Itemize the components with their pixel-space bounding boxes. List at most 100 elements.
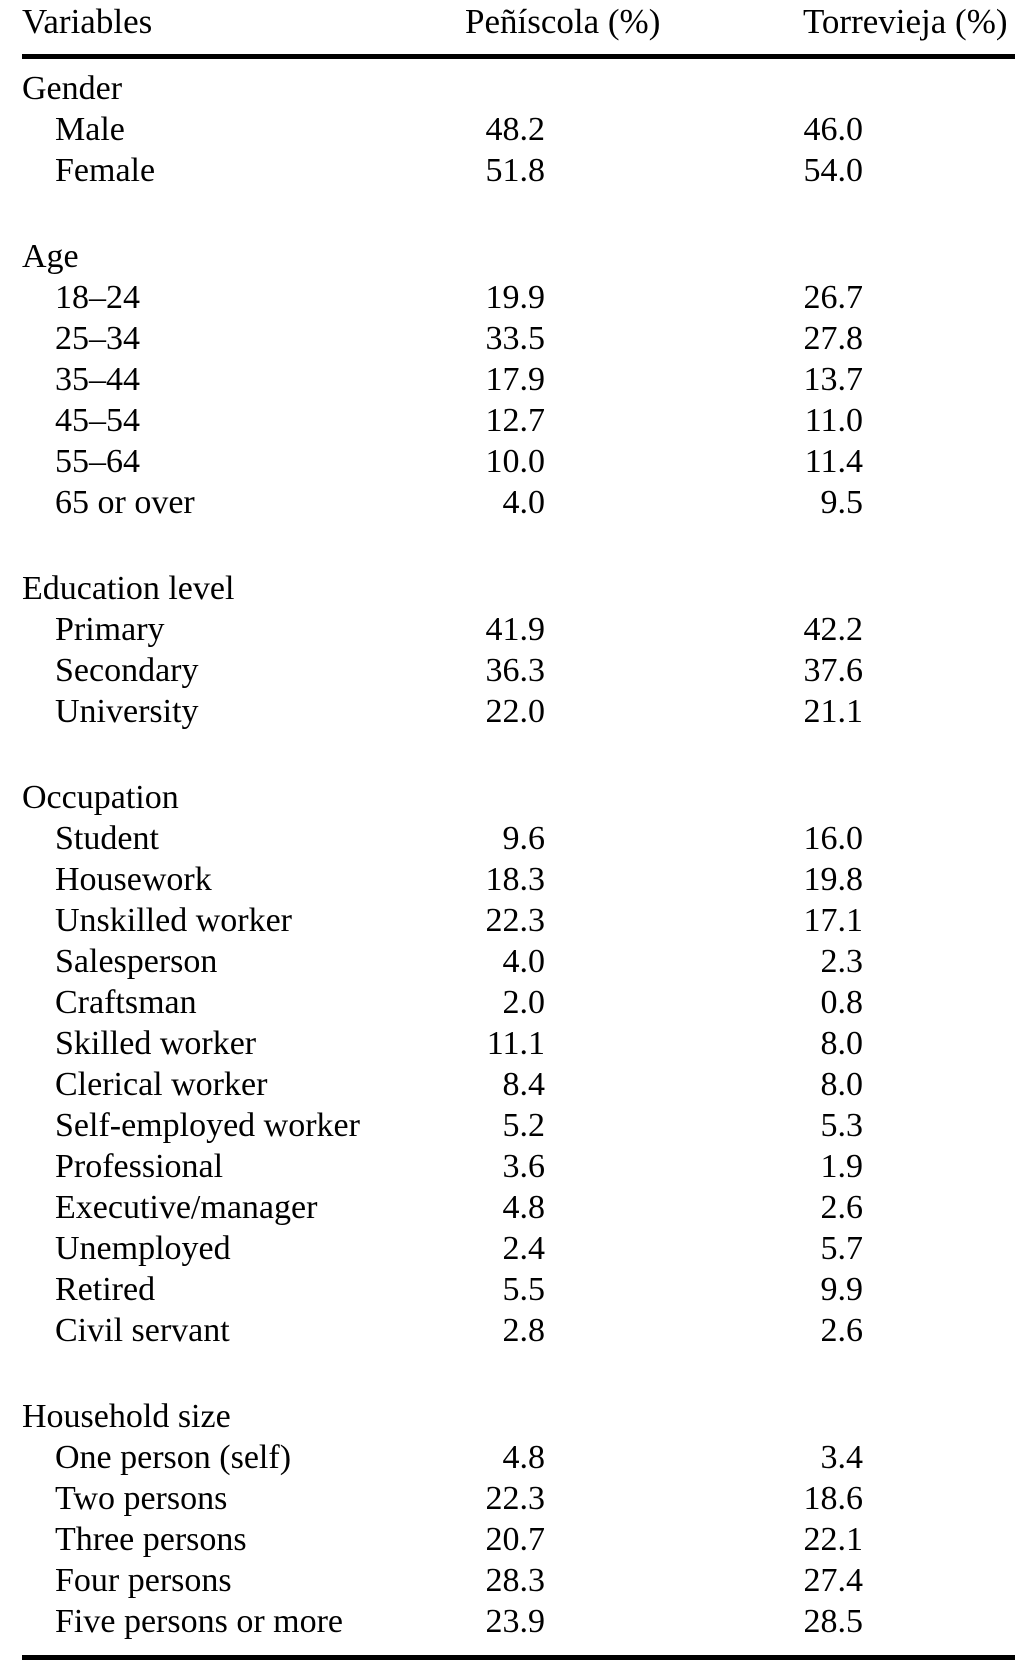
torrevieja-value: 3.4 xyxy=(820,1439,864,1476)
row-label: 45–54 xyxy=(55,402,140,439)
torrevieja-value: 2.3 xyxy=(820,943,864,980)
torrevieja-value: 11.4 xyxy=(804,443,863,480)
row-label: Male xyxy=(55,111,125,148)
torrevieja-value: 22.1 xyxy=(803,1521,864,1558)
peniscola-value: 19.9 xyxy=(485,279,546,316)
row-label: Self-employed worker xyxy=(55,1107,360,1144)
section-title: Education level xyxy=(22,570,235,607)
row-label: Executive/manager xyxy=(55,1189,318,1226)
row-label: 25–34 xyxy=(55,320,140,357)
torrevieja-value: 17.1 xyxy=(803,902,864,939)
table-row: Secondary 36.3 37.6 xyxy=(22,650,1015,691)
column-header-variables: Variables xyxy=(22,2,153,41)
torrevieja-value: 2.6 xyxy=(820,1189,864,1226)
table-row: Unemployed 2.4 5.7 xyxy=(22,1228,1015,1269)
table-row: Student 9.6 16.0 xyxy=(22,818,1015,859)
torrevieja-value: 26.7 xyxy=(803,279,864,316)
row-label: Craftsman xyxy=(55,984,197,1021)
table-row: Craftsman 2.0 0.8 xyxy=(22,982,1015,1023)
peniscola-value: 5.2 xyxy=(502,1107,546,1144)
torrevieja-value: 0.8 xyxy=(820,984,864,1021)
peniscola-value: 51.8 xyxy=(485,152,546,189)
table-row: Primary 41.9 42.2 xyxy=(22,609,1015,650)
table-row: Five persons or more 23.9 28.5 xyxy=(22,1601,1015,1642)
row-label: Female xyxy=(55,152,156,189)
peniscola-value: 22.3 xyxy=(485,902,546,939)
torrevieja-value: 27.8 xyxy=(803,320,864,357)
peniscola-value: 5.5 xyxy=(502,1271,546,1308)
row-label: One person (self) xyxy=(55,1439,292,1476)
row-label: 18–24 xyxy=(55,279,140,316)
torrevieja-value: 8.0 xyxy=(820,1025,864,1062)
row-label: Secondary xyxy=(55,652,199,689)
section-title: Age xyxy=(22,238,79,275)
row-label: Student xyxy=(55,820,159,857)
peniscola-value: 11.1 xyxy=(486,1025,545,1062)
section-row: Household size xyxy=(22,1396,1015,1437)
row-label: Unemployed xyxy=(55,1230,231,1267)
row-label: Four persons xyxy=(55,1562,232,1599)
peniscola-value: 18.3 xyxy=(485,861,546,898)
torrevieja-value: 9.5 xyxy=(820,484,864,521)
torrevieja-value: 19.8 xyxy=(803,861,864,898)
peniscola-value: 20.7 xyxy=(485,1521,546,1558)
torrevieja-value: 5.3 xyxy=(820,1107,864,1144)
torrevieja-value: 42.2 xyxy=(803,611,864,648)
table-row: Unskilled worker 22.3 17.1 xyxy=(22,900,1015,941)
table-row: 45–54 12.7 11.0 xyxy=(22,400,1015,441)
table-row: Female 51.8 54.0 xyxy=(22,150,1015,191)
table-row: Self-employed worker 5.2 5.3 xyxy=(22,1105,1015,1146)
table-row: Clerical worker 8.4 8.0 xyxy=(22,1064,1015,1105)
peniscola-value: 2.0 xyxy=(502,984,546,1021)
table-row: Male 48.2 46.0 xyxy=(22,109,1015,150)
table-row: Salesperson 4.0 2.3 xyxy=(22,941,1015,982)
row-label: Primary xyxy=(55,611,165,648)
table-row: Three persons 20.7 22.1 xyxy=(22,1519,1015,1560)
row-label: Five persons or more xyxy=(55,1603,344,1640)
section-row: Education level xyxy=(22,568,1015,609)
table-row: 25–34 33.5 27.8 xyxy=(22,318,1015,359)
section-row: Age xyxy=(22,236,1015,277)
table-row: University 22.0 21.1 xyxy=(22,691,1015,732)
torrevieja-value: 11.0 xyxy=(804,402,863,439)
demographics-table: Variables Peñíscola (%) Torrevieja (%) G… xyxy=(22,0,1015,1660)
peniscola-value: 4.0 xyxy=(502,943,546,980)
peniscola-value: 48.2 xyxy=(485,111,546,148)
table-row: Retired 5.5 9.9 xyxy=(22,1269,1015,1310)
table-body: Gender Male 48.2 46.0 Female 51.8 54.0 Age 18–24… xyxy=(22,59,1015,1642)
torrevieja-value: 28.5 xyxy=(803,1603,864,1640)
table-row: Executive/manager 4.8 2.6 xyxy=(22,1187,1015,1228)
section-title: Gender xyxy=(22,70,123,107)
peniscola-value: 10.0 xyxy=(485,443,546,480)
torrevieja-value: 8.0 xyxy=(820,1066,864,1103)
table-row: Four persons 28.3 27.4 xyxy=(22,1560,1015,1601)
table-header-row: Variables Peñíscola (%) Torrevieja (%) xyxy=(22,0,1015,59)
row-label: Unskilled worker xyxy=(55,902,293,939)
torrevieja-value: 18.6 xyxy=(803,1480,864,1517)
peniscola-value: 22.0 xyxy=(485,693,546,730)
torrevieja-value: 2.6 xyxy=(820,1312,864,1349)
peniscola-value: 4.8 xyxy=(502,1189,546,1226)
peniscola-value: 22.3 xyxy=(485,1480,546,1517)
section-row: Gender xyxy=(22,68,1015,109)
torrevieja-value: 5.7 xyxy=(820,1230,864,1267)
torrevieja-value: 37.6 xyxy=(803,652,864,689)
peniscola-value: 12.7 xyxy=(485,402,546,439)
row-label: University xyxy=(55,693,199,730)
torrevieja-value: 21.1 xyxy=(803,693,864,730)
torrevieja-value: 46.0 xyxy=(803,111,864,148)
table-row: Professional 3.6 1.9 xyxy=(22,1146,1015,1187)
row-label: Salesperson xyxy=(55,943,218,980)
peniscola-value: 4.0 xyxy=(502,484,546,521)
row-label: Retired xyxy=(55,1271,156,1308)
column-header-torrevieja: Torrevieja (%) xyxy=(803,2,1008,41)
row-label: 55–64 xyxy=(55,443,140,480)
table-row: Skilled worker 11.1 8.0 xyxy=(22,1023,1015,1064)
row-label: Professional xyxy=(55,1148,224,1185)
peniscola-value: 8.4 xyxy=(502,1066,546,1103)
torrevieja-value: 16.0 xyxy=(803,820,864,857)
section-title: Household size xyxy=(22,1398,231,1435)
row-label: Two persons xyxy=(55,1480,228,1517)
torrevieja-value: 54.0 xyxy=(803,152,864,189)
